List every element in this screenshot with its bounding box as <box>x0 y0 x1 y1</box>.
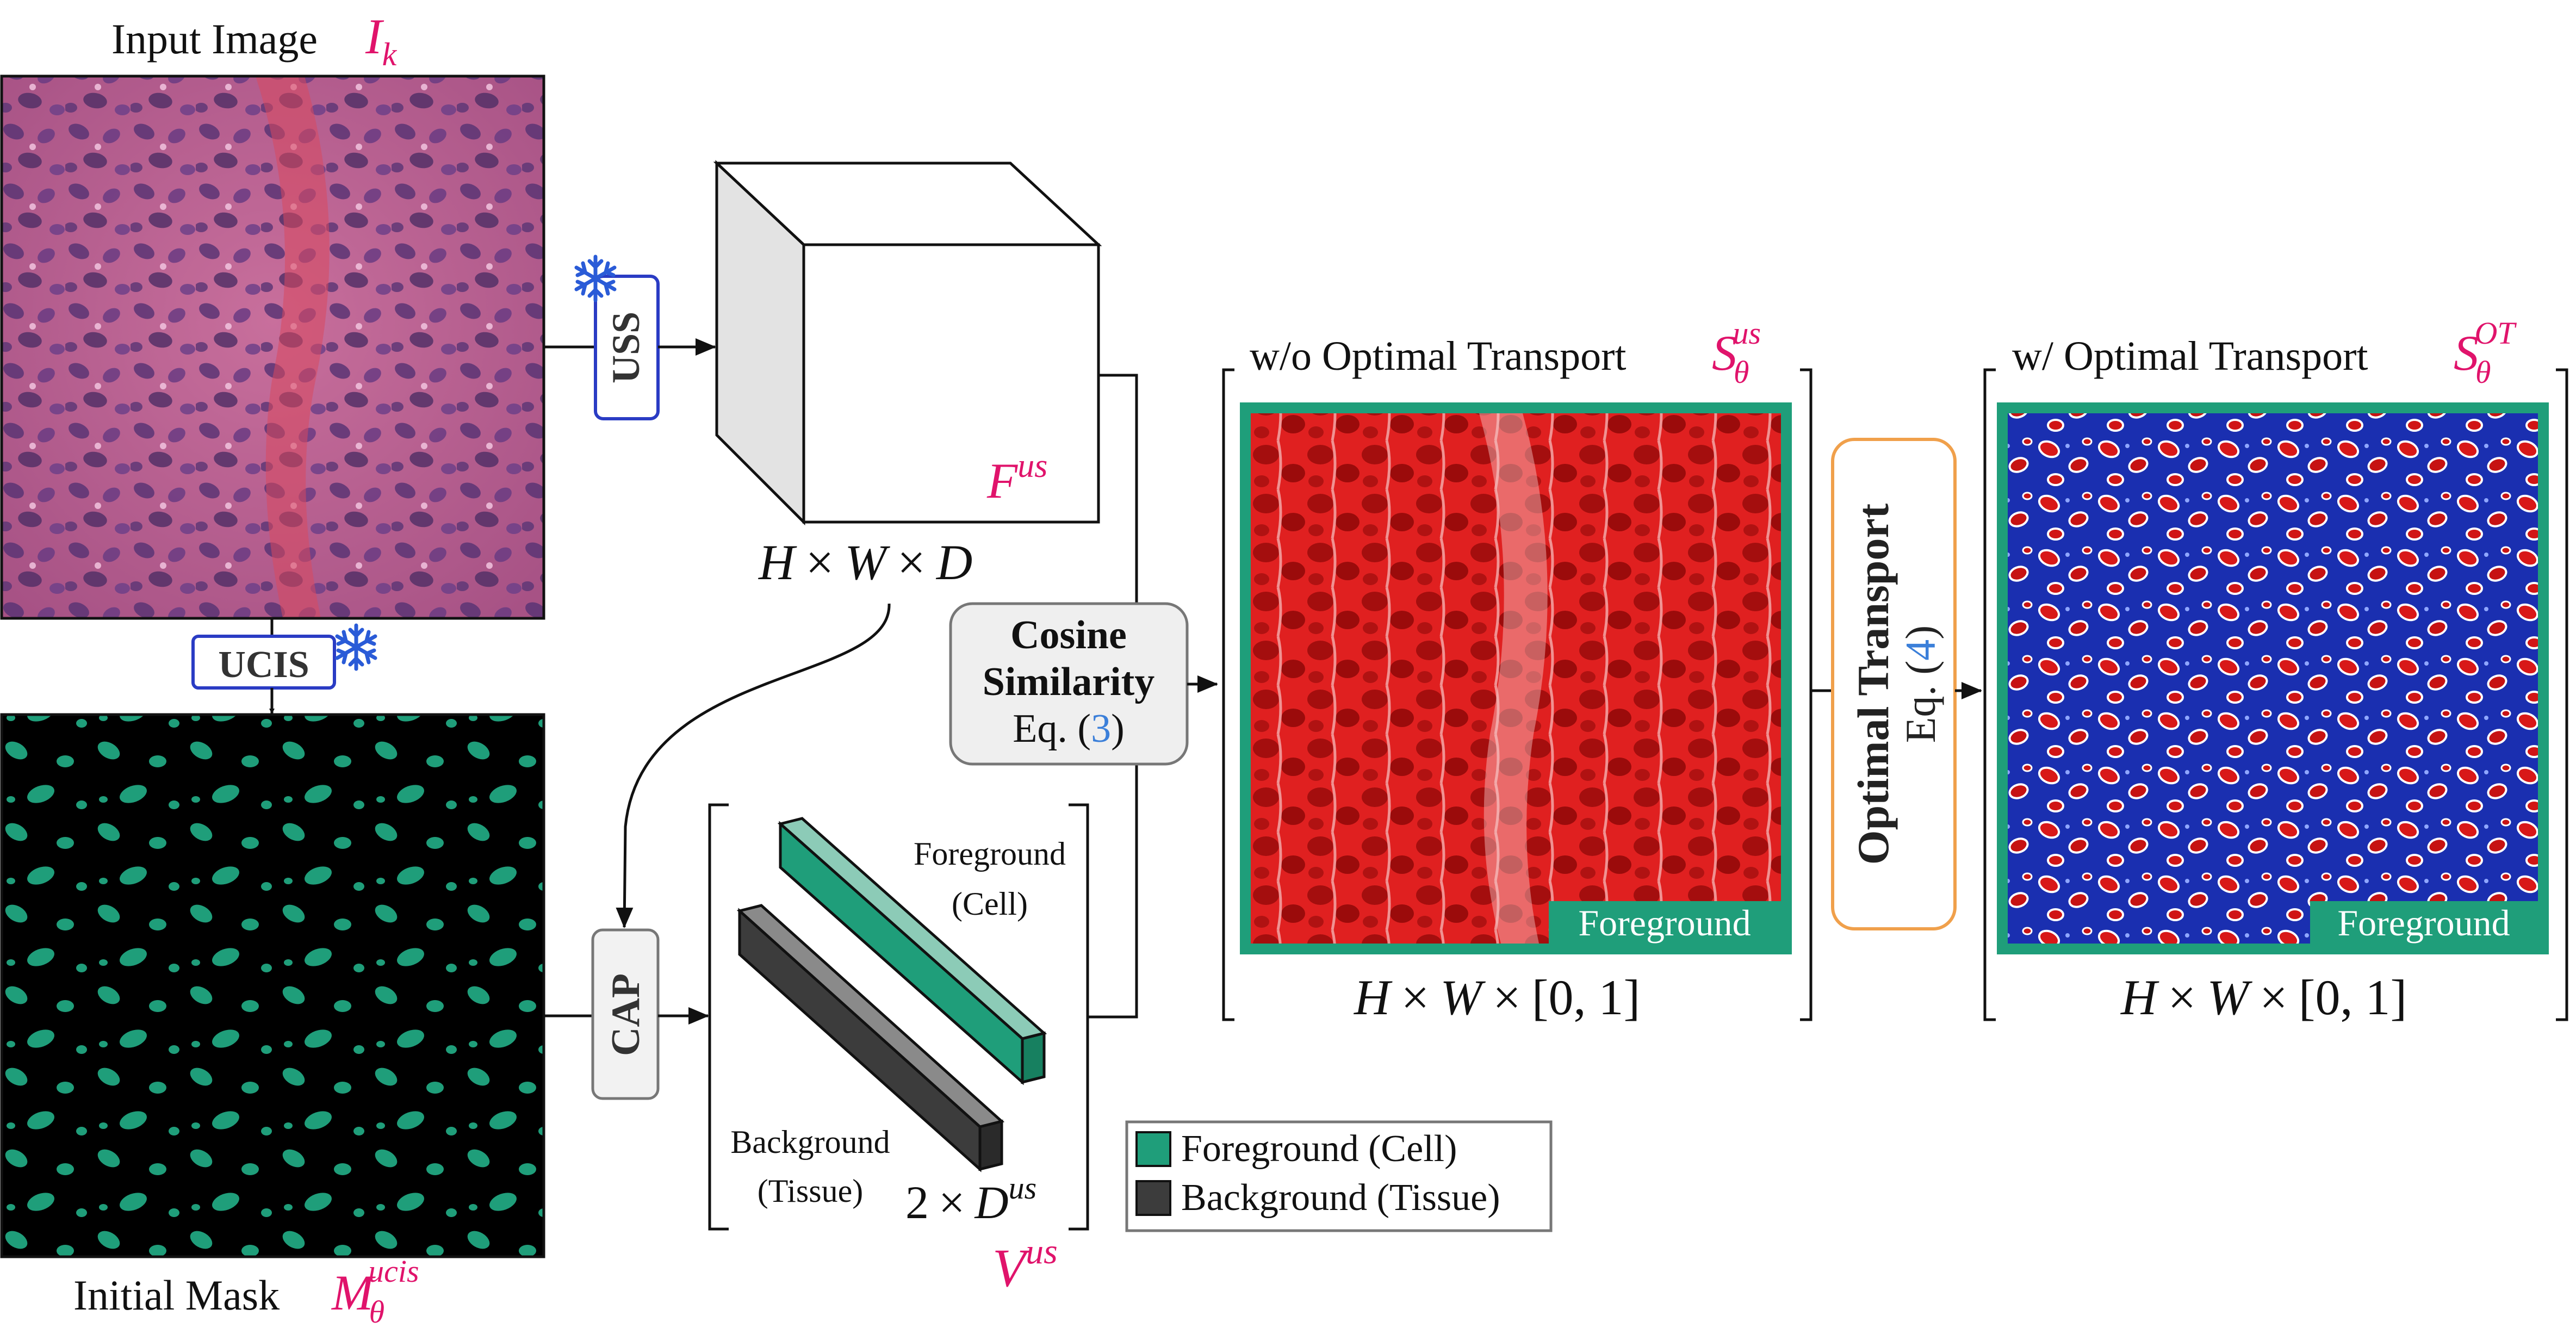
legend-label-background: Background (Tissue) <box>1181 1177 1500 1219</box>
wo-ot-badge: Foreground <box>1578 902 1751 944</box>
cap-module: CAP <box>591 928 660 1100</box>
legend-label-foreground: Foreground (Cell) <box>1181 1128 1457 1170</box>
optimal-transport-module: Optimal Transport Eq. (4) <box>1831 438 1957 930</box>
uss-module: USS <box>594 275 660 420</box>
initial-mask-symbol: Mθucis <box>331 1253 419 1328</box>
svg-text:CAP: CAP <box>604 973 648 1056</box>
svg-text:Eq. (3): Eq. (3) <box>1013 706 1125 751</box>
wo-ot-dimensions: H × W × [0, 1] <box>1354 970 1640 1025</box>
background-label: Background <box>730 1124 890 1160</box>
background-sublabel: (Tissue) <box>758 1173 864 1209</box>
svg-text:Cosine: Cosine <box>1010 613 1127 657</box>
svg-text:Optimal Transport: Optimal Transport <box>1848 504 1898 865</box>
feature-symbol: Fus <box>986 448 1047 508</box>
legend: Foreground (Cell) Background (Tissue) <box>1125 1120 1553 1232</box>
background-prototype-bar <box>736 904 1005 1172</box>
w-ot-similarity-map: Foreground <box>1997 402 2549 954</box>
ucis-module: UCIS <box>191 635 336 690</box>
w-ot-badge: Foreground <box>2337 902 2510 944</box>
cosine-similarity-module: Cosine Similarity Eq. (3) <box>949 602 1189 766</box>
feature-volume-cube <box>713 160 1102 526</box>
wo-ot-title: w/o Optimal Transport <box>1250 333 1627 379</box>
w-ot-title: w/ Optimal Transport <box>2012 333 2368 379</box>
input-image-symbol: Ik <box>365 9 398 72</box>
initial-mask-image <box>0 713 545 1258</box>
wo-ot-symbol: Sθus <box>1712 315 1761 390</box>
initial-mask-caption: Initial Mask <box>73 1271 280 1319</box>
svg-text:USS: USS <box>604 312 648 383</box>
legend-swatch-foreground <box>1135 1131 1171 1167</box>
foreground-label: Foreground <box>914 836 1066 872</box>
wo-ot-similarity-map: Foreground <box>1240 402 1792 954</box>
legend-swatch-background <box>1135 1180 1171 1216</box>
foreground-prototype-bar <box>777 817 1047 1085</box>
frozen-snowflake-icon <box>337 625 375 669</box>
feature-dimensions: H × W × D <box>758 535 972 590</box>
w-ot-dimensions: H × W × [0, 1] <box>2120 970 2407 1025</box>
prototype-dimensions: 2 × Dus <box>905 1170 1036 1228</box>
wo-ot-bracket <box>1222 368 1812 1021</box>
w-ot-symbol: SθOT <box>2454 315 2517 390</box>
input-image-caption: Input Image <box>111 15 318 63</box>
prototype-symbol: Vus <box>992 1232 1058 1298</box>
svg-text:Eq. (4): Eq. (4) <box>1897 625 1944 743</box>
w-ot-bracket <box>1983 368 2568 1021</box>
foreground-sublabel: (Cell) <box>952 886 1028 922</box>
svg-text:UCIS: UCIS <box>218 644 309 686</box>
input-histology-image <box>0 75 545 620</box>
svg-text:Similarity: Similarity <box>983 660 1155 704</box>
